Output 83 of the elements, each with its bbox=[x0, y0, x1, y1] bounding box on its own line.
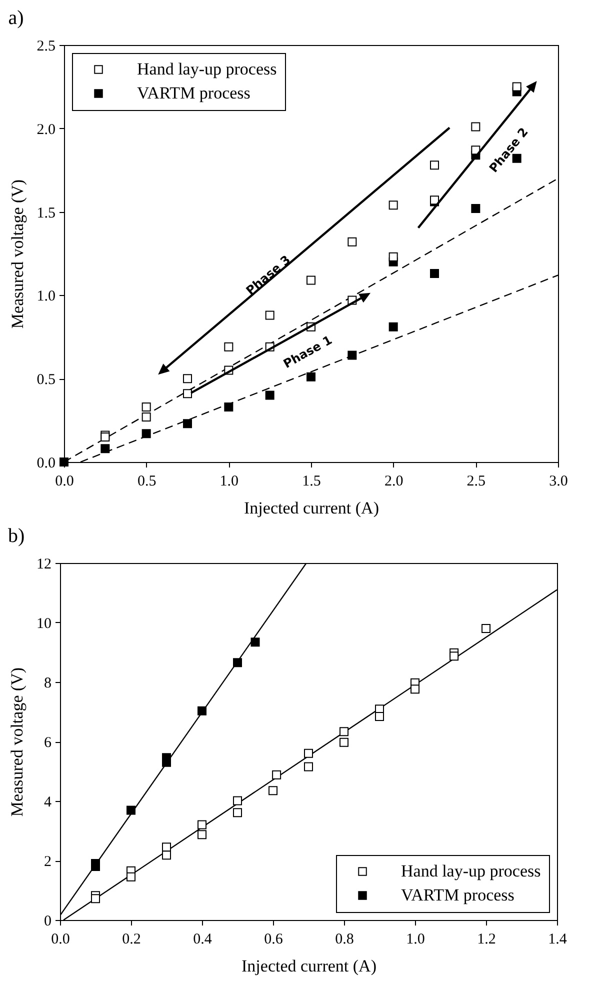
point bbox=[375, 712, 384, 722]
point bbox=[183, 374, 192, 384]
point bbox=[224, 402, 234, 412]
point bbox=[233, 796, 242, 806]
x-tick-label: 2.5 bbox=[466, 474, 486, 490]
point bbox=[198, 706, 206, 716]
point bbox=[450, 652, 459, 661]
y-tick-label: 1.5 bbox=[36, 205, 56, 222]
point bbox=[100, 444, 110, 454]
y-tick-label: 2.5 bbox=[36, 38, 56, 54]
legend-label: Hand lay-up process bbox=[401, 862, 541, 880]
y-tick-label: 2.0 bbox=[36, 122, 56, 138]
y-tick-label: 6 bbox=[44, 735, 52, 751]
y-tick-label: 10 bbox=[36, 616, 52, 632]
point bbox=[142, 412, 151, 422]
x-tick-label: 1.2 bbox=[477, 932, 496, 948]
point bbox=[430, 269, 439, 278]
x-tick-label: 3.0 bbox=[549, 474, 568, 490]
point bbox=[162, 850, 171, 860]
point bbox=[306, 276, 316, 285]
point bbox=[60, 458, 68, 466]
legend-label: VARTM process bbox=[137, 84, 250, 102]
point bbox=[272, 770, 282, 780]
x-tick-label: 1.4 bbox=[548, 932, 568, 948]
point bbox=[471, 122, 480, 132]
point bbox=[142, 402, 151, 412]
y-tick-label: 1.0 bbox=[36, 288, 56, 305]
point bbox=[512, 82, 522, 92]
x-tick-label: 1.0 bbox=[406, 932, 425, 948]
point bbox=[306, 372, 316, 382]
x-tick-label: 2.0 bbox=[384, 474, 404, 490]
y-tick-label: 0.0 bbox=[36, 456, 56, 472]
point bbox=[388, 252, 398, 262]
chart-title: a) bbox=[8, 7, 24, 29]
point bbox=[233, 658, 242, 668]
point bbox=[471, 146, 480, 155]
point bbox=[348, 350, 357, 360]
y-tick-label: 0 bbox=[44, 914, 52, 930]
y-axis-title: Measured voltage (V) bbox=[8, 667, 26, 817]
point bbox=[268, 786, 278, 796]
x-tick-label: 0.4 bbox=[193, 932, 212, 948]
point bbox=[198, 830, 206, 840]
point bbox=[348, 237, 357, 246]
point bbox=[224, 342, 234, 352]
point bbox=[471, 204, 480, 213]
y-axis-title: Measured voltage (V) bbox=[8, 179, 27, 329]
y-tick-label: 4 bbox=[44, 794, 52, 810]
point bbox=[233, 808, 242, 818]
legend-label: Hand lay-up process bbox=[137, 60, 277, 78]
point bbox=[265, 310, 274, 320]
point bbox=[126, 872, 136, 882]
y-tick-label: 12 bbox=[36, 556, 52, 572]
point bbox=[265, 390, 274, 400]
x-tick-label: 0.2 bbox=[122, 932, 141, 948]
point bbox=[183, 419, 192, 428]
x-axis-title: Injected current (A) bbox=[244, 498, 379, 518]
x-tick-label: 0.8 bbox=[335, 932, 354, 948]
point bbox=[304, 748, 313, 758]
point bbox=[430, 160, 439, 170]
y-tick-label: 8 bbox=[44, 676, 52, 692]
point bbox=[304, 762, 313, 772]
point bbox=[183, 389, 192, 398]
y-tick-label: 0.5 bbox=[36, 372, 56, 388]
point bbox=[388, 200, 398, 210]
x-tick-label: 0.5 bbox=[137, 474, 156, 490]
x-tick-label: 1.5 bbox=[302, 474, 321, 490]
point bbox=[198, 820, 206, 830]
x-tick-label: 0.0 bbox=[55, 474, 74, 490]
x-tick-label: 1.0 bbox=[220, 474, 239, 490]
legend-label: VARTM process bbox=[401, 886, 514, 904]
point bbox=[250, 638, 260, 647]
x-tick-label: 0.6 bbox=[264, 932, 284, 948]
point bbox=[91, 894, 100, 904]
chart-title: b) bbox=[8, 525, 25, 547]
point bbox=[340, 727, 348, 736]
point bbox=[410, 684, 420, 694]
y-tick-label: 2 bbox=[44, 854, 52, 870]
point bbox=[388, 322, 398, 332]
point bbox=[340, 738, 348, 747]
point bbox=[126, 806, 136, 815]
x-axis-title: Injected current (A) bbox=[242, 956, 376, 976]
point bbox=[142, 429, 151, 438]
point bbox=[162, 842, 171, 852]
